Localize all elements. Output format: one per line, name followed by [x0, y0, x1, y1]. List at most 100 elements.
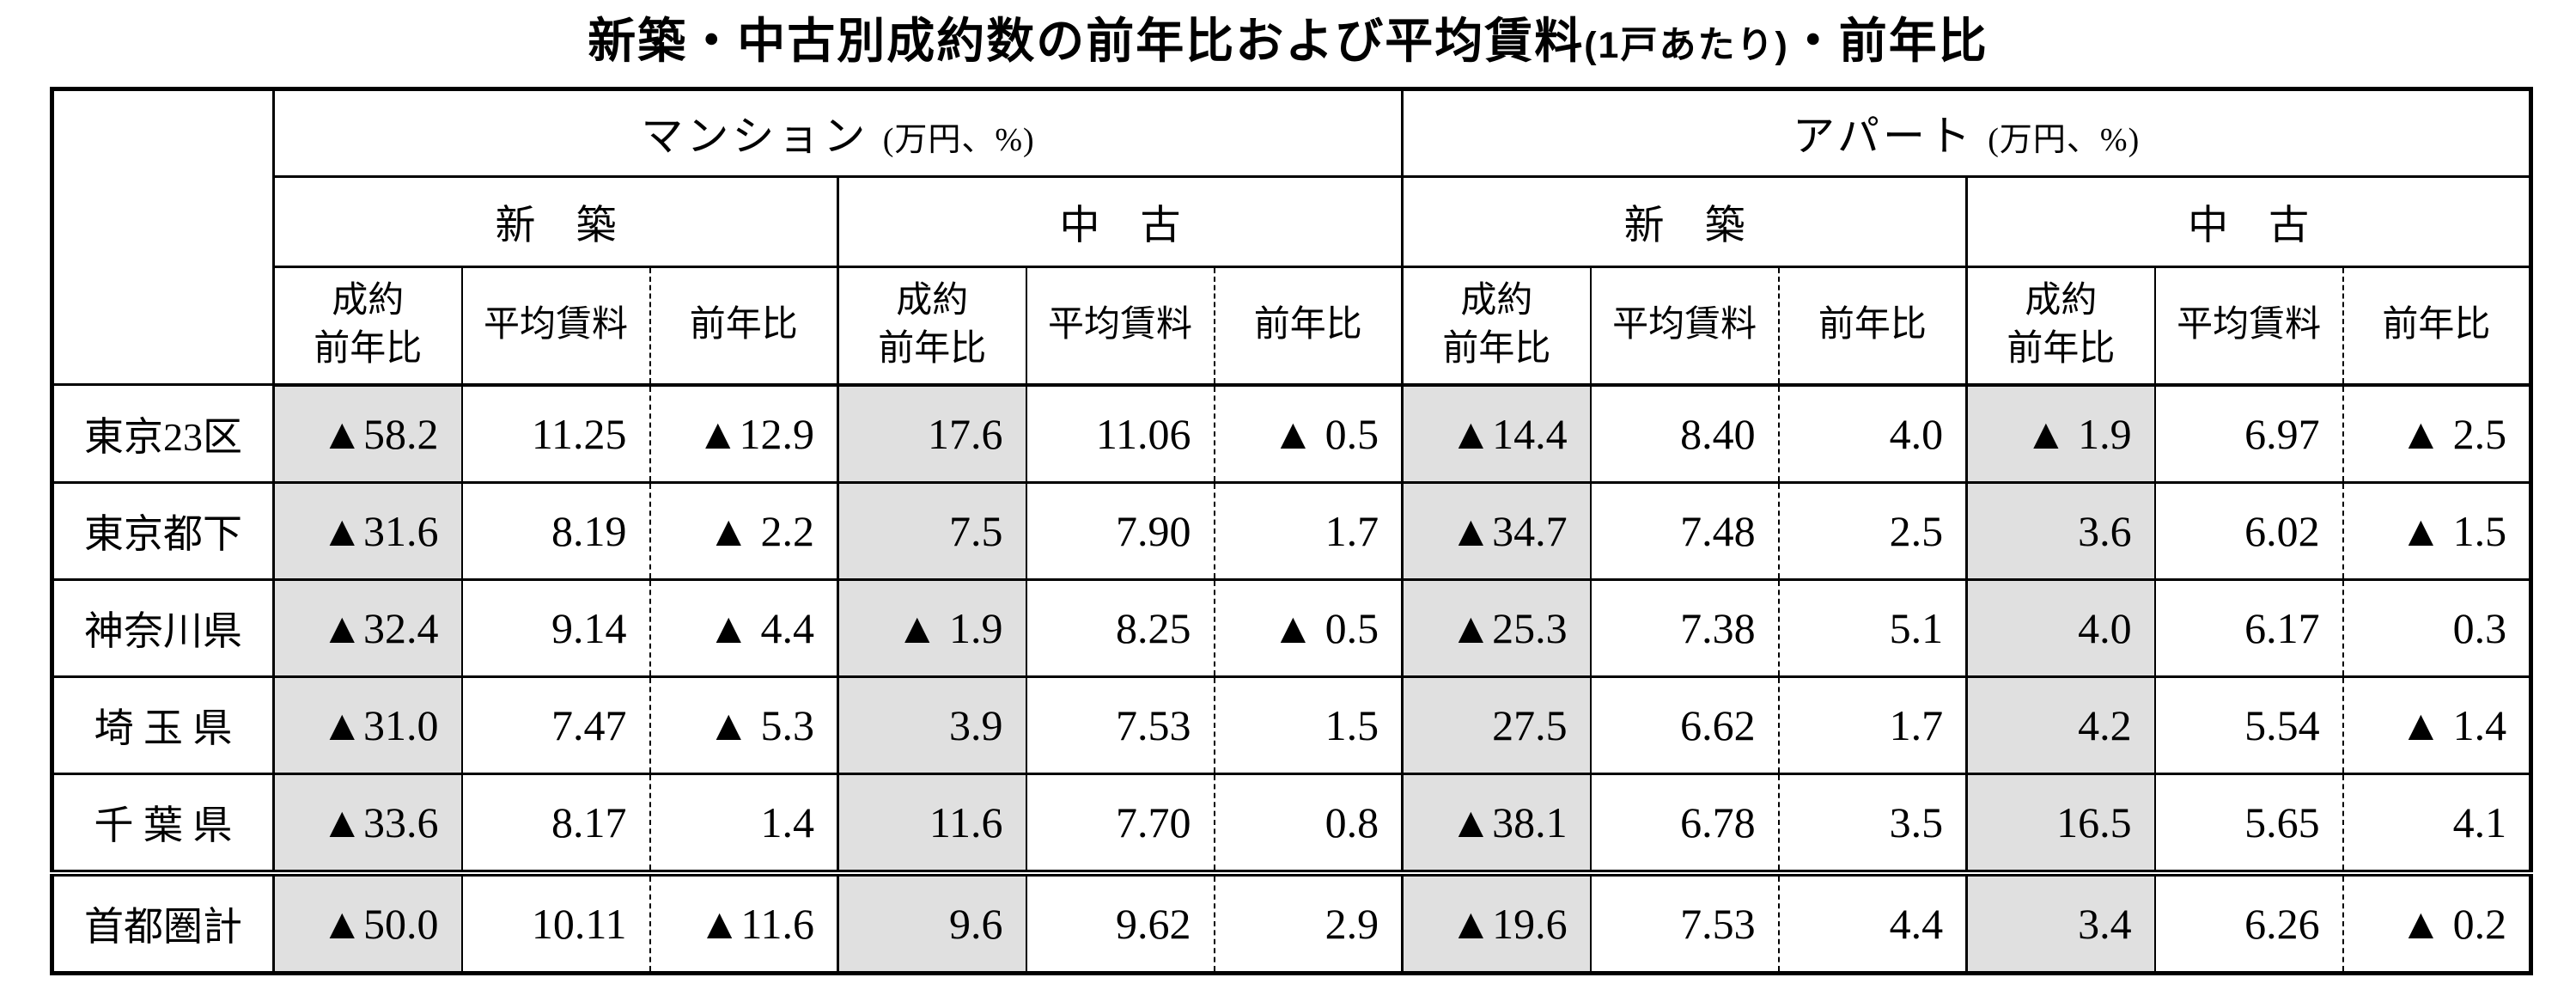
data-cell: 11.06 [1025, 384, 1215, 483]
data-cell: 6.26 [2153, 872, 2343, 974]
data-cell: ▲38.1 [1401, 773, 1591, 873]
data-cell: 7.70 [1025, 773, 1215, 873]
data-cell: ▲ 1.5 [2342, 482, 2531, 580]
group-unit: (万円、%) [1988, 122, 2141, 159]
data-cell: ▲25.3 [1401, 579, 1591, 677]
data-cell: 0.8 [1213, 773, 1403, 873]
subgroup-mansion-used: 中 古 [836, 176, 1403, 268]
data-cell: ▲31.6 [272, 482, 462, 580]
data-cell: 8.17 [460, 773, 650, 873]
row-label: 千 葉 県 [52, 773, 275, 873]
group-header-apart: アパート (万円、%) [1401, 89, 2531, 178]
data-cell: 6.17 [2153, 579, 2343, 677]
table-row: 東京23区 ▲58.2 11.25 ▲12.9 17.6 11.06 ▲ 0.5 ▲14.4 8… [52, 384, 2531, 483]
data-cell: ▲31.0 [272, 676, 462, 774]
title-main: 新築・中古別成約数の前年比および平均賃料 [588, 14, 1585, 68]
table-row: 首都圏計 ▲50.0 10.11 ▲11.6 9.6 9.62 2.9 ▲19.6 7.53 4.… [52, 872, 2531, 974]
data-cell: ▲ 1.9 [837, 579, 1026, 677]
title-tail: ・前年比 [1788, 14, 1988, 68]
data-cell: ▲11.6 [649, 872, 838, 974]
col-header-yoy: 前年比 [2342, 266, 2531, 387]
data-cell: 5.54 [2153, 676, 2343, 774]
data-cell: 2.5 [1777, 482, 1967, 580]
data-cell: ▲32.4 [272, 579, 462, 677]
column-header-row: 成約 前年比 平均賃料 前年比 成約 前年比 平均賃料 前年比 成約 前年比 平… [52, 266, 2531, 387]
group-header-row: マンション (万円、%) アパート (万円、%) [52, 89, 2531, 387]
data-cell: 3.5 [1777, 773, 1967, 873]
data-cell: 8.25 [1025, 579, 1215, 677]
data-cell: 4.4 [1777, 872, 1967, 974]
table-row: 神奈川県 ▲32.4 9.14 ▲ 4.4 ▲ 1.9 8.25 ▲ 0.5 ▲25.3 7.3… [52, 579, 2531, 677]
data-cell: 4.0 [1965, 579, 2155, 677]
group-header-mansion: マンション (万円、%) [271, 89, 1403, 178]
data-cell: 6.62 [1589, 676, 1779, 774]
data-cell: 17.6 [837, 384, 1026, 483]
data-cell: 10.11 [460, 872, 650, 974]
data-cell: 4.2 [1965, 676, 2155, 774]
data-cell: 9.6 [837, 872, 1026, 974]
data-cell: 3.9 [837, 676, 1026, 774]
data-cell: 1.5 [1213, 676, 1403, 774]
subgroup-header-row: 新 築 中 古 新 築 中 古 [52, 176, 2531, 268]
data-cell: 16.5 [1965, 773, 2155, 873]
data-cell: 7.53 [1025, 676, 1215, 774]
col-header-contract-yoy: 成約 前年比 [272, 266, 462, 387]
data-cell: ▲ 4.4 [649, 579, 838, 677]
row-label: 神奈川県 [52, 579, 275, 677]
table-row: 東京都下 ▲31.6 8.19 ▲ 2.2 7.5 7.90 1.7 ▲34.7 7.48 2.5… [52, 482, 2531, 580]
data-cell: ▲ 2.2 [649, 482, 838, 580]
data-cell: 4.0 [1777, 384, 1967, 483]
data-cell: 7.48 [1589, 482, 1779, 580]
group-unit: (万円、%) [882, 122, 1035, 159]
data-cell: 5.65 [2153, 773, 2343, 873]
data-cell: ▲ 0.2 [2342, 872, 2531, 974]
corner-cell [52, 89, 275, 387]
data-cell: ▲34.7 [1401, 482, 1591, 580]
data-cell: ▲ 1.9 [1965, 384, 2155, 483]
data-cell: ▲ 5.3 [649, 676, 838, 774]
data-cell: 7.53 [1589, 872, 1779, 974]
group-label: アパート [1792, 113, 1975, 161]
data-cell: 0.3 [2342, 579, 2531, 677]
data-cell: 5.1 [1777, 579, 1967, 677]
data-cell: ▲14.4 [1401, 384, 1591, 483]
col-header-avg-rent: 平均賃料 [2153, 266, 2343, 387]
data-cell: ▲ 1.4 [2342, 676, 2531, 774]
subgroup-mansion-new: 新 築 [272, 176, 838, 268]
col-header-avg-rent: 平均賃料 [1589, 266, 1779, 387]
group-label: マンション [641, 113, 869, 161]
data-cell: 9.62 [1025, 872, 1215, 974]
data-cell: 3.4 [1965, 872, 2155, 974]
data-cell: 6.02 [2153, 482, 2343, 580]
data-cell: 7.47 [460, 676, 650, 774]
col-header-contract-yoy: 成約 前年比 [1401, 266, 1591, 387]
col-header-yoy: 前年比 [1777, 266, 1967, 387]
col-header-yoy: 前年比 [1213, 266, 1403, 387]
row-label: 東京23区 [52, 384, 275, 483]
data-cell: 7.90 [1025, 482, 1215, 580]
data-cell: 2.9 [1213, 872, 1403, 974]
data-cell: ▲50.0 [272, 872, 462, 974]
col-header-contract-yoy: 成約 前年比 [1965, 266, 2155, 387]
data-cell: 11.25 [460, 384, 650, 483]
data-cell: 9.14 [460, 579, 650, 677]
col-header-avg-rent: 平均賃料 [1025, 266, 1215, 387]
data-cell: 7.5 [837, 482, 1026, 580]
data-cell: 11.6 [837, 773, 1026, 873]
row-label: 首都圏計 [52, 872, 275, 974]
col-header-avg-rent: 平均賃料 [460, 266, 650, 387]
data-cell: 27.5 [1401, 676, 1591, 774]
data-cell: ▲ 0.5 [1213, 579, 1403, 677]
col-header-yoy: 前年比 [649, 266, 838, 387]
data-cell: 1.7 [1213, 482, 1403, 580]
data-cell: 6.78 [1589, 773, 1779, 873]
table-body: 東京23区 ▲58.2 11.25 ▲12.9 17.6 11.06 ▲ 0.5 ▲14.4 8… [52, 384, 2531, 974]
data-cell: ▲12.9 [649, 384, 838, 483]
col-header-contract-yoy: 成約 前年比 [837, 266, 1026, 387]
data-cell: ▲58.2 [272, 384, 462, 483]
data-cell: 4.1 [2342, 773, 2531, 873]
data-cell: ▲ 0.5 [1213, 384, 1403, 483]
data-cell: ▲ 2.5 [2342, 384, 2531, 483]
data-cell: 8.40 [1589, 384, 1779, 483]
